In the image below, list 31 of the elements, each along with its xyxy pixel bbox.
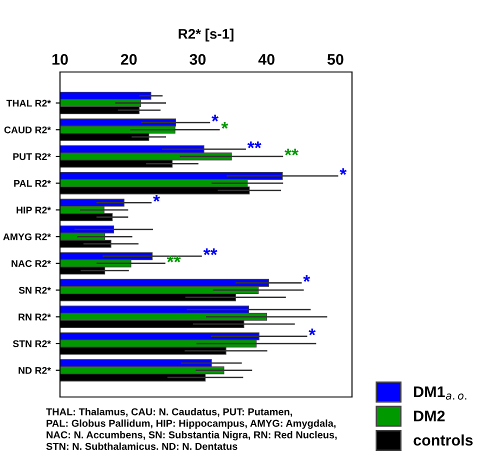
y-tick-label: PAL R2*	[14, 180, 51, 187]
chart-title: R2* [s-1]	[178, 28, 234, 42]
data-label: **	[284, 148, 299, 156]
legend-label: DM1$_{a.o.}$	[414, 386, 466, 400]
data-label: *	[308, 328, 316, 336]
x-tick-label: 50	[327, 54, 344, 65]
legend-label: controls	[414, 434, 473, 446]
text: THAL: Thalamus, CAU: N. Caudatus, PUT: Putamen, PAL: Globus Pallidum, HIP: Hippocampus, AMYG: Amygdala, NAC: N. Accumbens, SN: Substantia Nigra, RN: Red Nucleus, STN: N. Subthalamicus. ND: N. Dentatus	[46, 408, 337, 450]
legend-label: DM2	[414, 410, 445, 422]
data-label: *	[153, 194, 160, 202]
y-tick-label: STN R2*	[12, 340, 51, 348]
data-label: **	[247, 141, 262, 148]
y-tick-label: HIP R2*	[16, 206, 51, 214]
y-tick-label: PUT R2*	[13, 153, 51, 160]
data-label: **	[203, 248, 218, 256]
y-tick-label: RN R2*	[18, 314, 51, 320]
y-tick-label: CAUD R2*	[4, 126, 51, 134]
y-tick-label: NAC R2*	[12, 260, 51, 267]
data-label: *	[212, 114, 219, 122]
y-tick-label: AMYG R2*	[3, 233, 51, 240]
x-tick-label: 20	[120, 54, 137, 65]
x-tick-label: 10	[52, 54, 68, 65]
y-tick-label: ND R2*	[18, 367, 51, 374]
y-tick-label: SN R2*	[18, 286, 51, 294]
data-label: *	[221, 122, 228, 129]
x-tick-label: 30	[190, 54, 206, 65]
data-label: *	[340, 168, 347, 175]
data-label: **	[166, 256, 181, 262]
data-label: *	[303, 275, 310, 282]
x-tick-label: 40	[258, 54, 274, 65]
y-tick-label: THAL R2*	[6, 100, 51, 107]
